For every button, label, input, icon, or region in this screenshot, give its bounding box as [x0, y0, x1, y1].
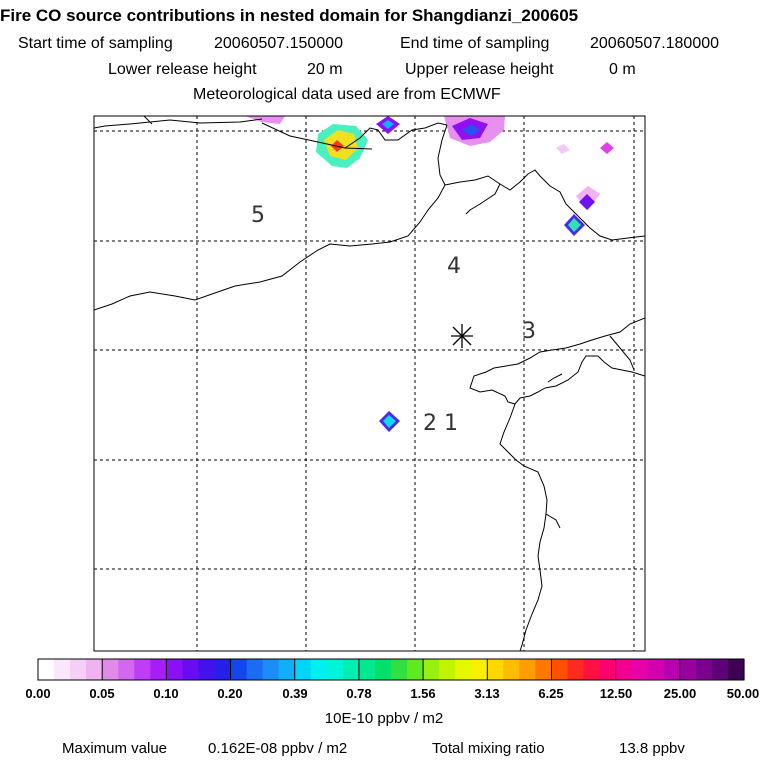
colorbar-label-10: 25.00 [663, 686, 697, 701]
colorbar-swatch [150, 659, 167, 680]
total-mixing-label: Total mixing ratio [432, 740, 545, 757]
lower-release-label: Lower release height [108, 61, 257, 78]
colorbar-swatch [326, 659, 344, 680]
colorbar-swatch [423, 659, 440, 680]
colorbar-swatch [711, 659, 729, 680]
plume-top-right-core2 [462, 124, 480, 136]
colorbar-label-3: 0.20 [217, 686, 243, 701]
colorbar-swatch [70, 659, 87, 680]
max-value-label: Maximum value [62, 740, 168, 757]
colorbar-swatch [551, 659, 569, 680]
start-time-value: 20060507.150000 [214, 35, 344, 52]
colorbar-swatch [214, 659, 232, 680]
region-label-3: 3 [522, 319, 536, 344]
colorbar-swatch [631, 659, 649, 680]
colorbar-label-4: 0.39 [282, 686, 308, 701]
region-labels: 5 4 3 2 1 [251, 203, 536, 436]
colorbar-swatch [647, 659, 665, 680]
region-label-1: 1 [444, 411, 458, 436]
max-value: 0.162E-08 ppbv / m2 [208, 740, 348, 757]
colorbar-label-2: 0.10 [153, 686, 179, 701]
region-label-4: 4 [447, 254, 461, 279]
colorbar-swatch [599, 659, 617, 680]
upper-release-label: Upper release height [405, 61, 554, 78]
plume-right-2-core [568, 218, 581, 232]
total-mixing-value: 13.8 ppbv [619, 740, 685, 757]
colorbar-label-7: 3.13 [474, 686, 500, 701]
colorbar-swatch [118, 659, 135, 680]
colorbar-swatch [294, 659, 312, 680]
colorbar-swatch [310, 659, 328, 680]
coastlines [94, 116, 645, 651]
map-content: 5 4 3 2 1 [94, 116, 645, 651]
end-time-label: End time of sampling [400, 35, 550, 52]
colorbar-ticks [101, 659, 681, 680]
grid-lines [94, 116, 645, 651]
colorbar-swatch [503, 659, 520, 680]
region-label-5: 5 [251, 203, 265, 228]
plume-top-small-core [382, 120, 394, 129]
concentration-field [245, 116, 614, 432]
colorbar-swatch [727, 659, 745, 680]
colorbar-label-11: 50.00 [726, 686, 760, 701]
colorbar-swatch [535, 659, 553, 680]
colorbar-frame [37, 658, 745, 681]
colorbar-swatch [455, 659, 472, 680]
colorbar-swatch [583, 659, 601, 680]
end-time-value: 20060507.180000 [590, 35, 720, 52]
colorbar-units: 10E-10 ppbv / m2 [324, 710, 444, 727]
colorbar-swatch [102, 659, 119, 680]
colorbar-swatch [278, 659, 296, 680]
colorbar-swatch [134, 659, 151, 680]
colorbar-swatch [679, 659, 697, 680]
map-frame [93, 115, 646, 652]
colorbar-swatch [230, 659, 248, 680]
plume-speck-1 [556, 144, 570, 154]
colorbar-swatch [342, 659, 360, 680]
colorbar-swatch [407, 659, 424, 680]
colorbar-label-1: 0.05 [89, 686, 115, 701]
plume-right-1-core [579, 194, 595, 210]
colorbar-swatch [86, 659, 103, 680]
colorbar-label-8: 6.25 [538, 686, 564, 701]
plot-title: Fire CO source contributions in nested d… [0, 6, 579, 25]
colorbar-swatch [519, 659, 537, 680]
plume-speck-2 [600, 142, 614, 154]
plume-top-left [245, 116, 285, 124]
colorbar-swatch [166, 659, 184, 680]
colorbar-swatch [695, 659, 713, 680]
colorbar-swatch [615, 659, 633, 680]
colorbar-swatch [439, 659, 456, 680]
colorbar-swatch [374, 659, 392, 680]
colorbar-swatch [246, 659, 264, 680]
colorbar-swatch [54, 659, 71, 680]
region-label-2: 2 [423, 411, 437, 436]
colorbar-swatch [391, 659, 408, 680]
colorbar-swatch [198, 659, 216, 680]
start-time-label: Start time of sampling [18, 35, 173, 52]
lower-release-value: 20 m [307, 61, 343, 78]
colorbar-swatch [262, 659, 280, 680]
plume-source-2-core [383, 415, 396, 428]
colorbar-swatch [471, 659, 488, 680]
colorbar-label-6: 1.56 [410, 686, 436, 701]
met-data-line: Meteorological data used are from ECMWF [193, 86, 501, 103]
colorbar-label-9: 12.50 [599, 686, 633, 701]
colorbar-swatch [567, 659, 585, 680]
colorbar-swatch [38, 659, 55, 680]
colorbar-swatch [358, 659, 376, 680]
colorbar-label-0: 0.00 [25, 686, 51, 701]
station-star-icon [451, 324, 473, 348]
colorbar [38, 659, 745, 680]
upper-release-value: 0 m [609, 61, 636, 78]
colorbar-swatch [182, 659, 200, 680]
colorbar-swatch [663, 659, 681, 680]
colorbar-label-5: 0.78 [346, 686, 372, 701]
colorbar-swatch [487, 659, 504, 680]
